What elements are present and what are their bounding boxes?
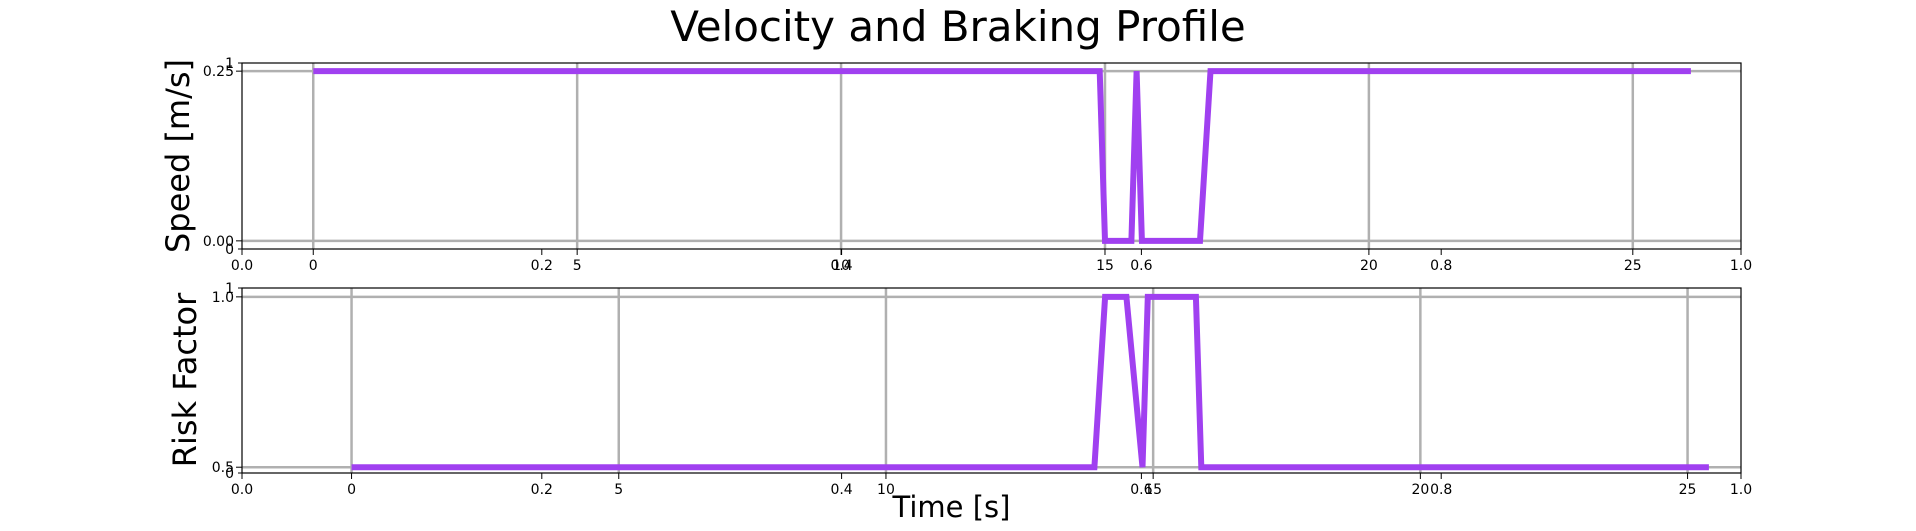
twin-x-tick-label: 0.8 [1430,258,1452,274]
twin-y-tick-label: 1 [225,281,234,297]
axes-frame [242,63,1741,249]
twin-x-tick-label: 0.2 [531,482,553,498]
x-tick-label: 15 [1096,258,1114,274]
x-axis-label: Time [s] [892,490,1011,524]
twin-x-tick-label: 0.6 [1130,258,1152,274]
twin-x-tick-label: 0.4 [830,258,852,274]
series-line [313,71,1691,241]
twin-x-tick-label: 0.6 [1130,482,1152,498]
x-tick-label: 20 [1411,482,1429,498]
x-tick-label: 5 [573,258,582,274]
twin-x-tick-label: 0.4 [830,482,852,498]
x-tick-label: 0 [309,258,318,274]
twin-y-tick-label: 1 [225,56,234,72]
series-line [352,297,1709,467]
twin-x-tick-label: 1.0 [1730,482,1752,498]
y-axis-label: Risk Factor [166,292,204,467]
x-tick-label: 5 [614,482,623,498]
axes-frame [242,288,1741,473]
twin-y-tick-label: 0 [225,466,234,482]
x-tick-label: 25 [1624,258,1642,274]
x-tick-label: 25 [1679,482,1697,498]
twin-y-tick-label: 0 [225,242,234,258]
twin-x-tick-label: 1.0 [1730,258,1752,274]
x-tick-label: 20 [1360,258,1378,274]
twin-x-tick-label: 0.2 [531,258,553,274]
x-tick-label: 0 [347,482,356,498]
chart-title: Velocity and Braking Profile [0,2,1916,51]
twin-x-tick-label: 0.0 [231,258,253,274]
twin-x-tick-label: 0.8 [1430,482,1452,498]
twin-x-tick-label: 0.0 [231,482,253,498]
y-axis-label: Speed [m/s] [159,59,197,253]
